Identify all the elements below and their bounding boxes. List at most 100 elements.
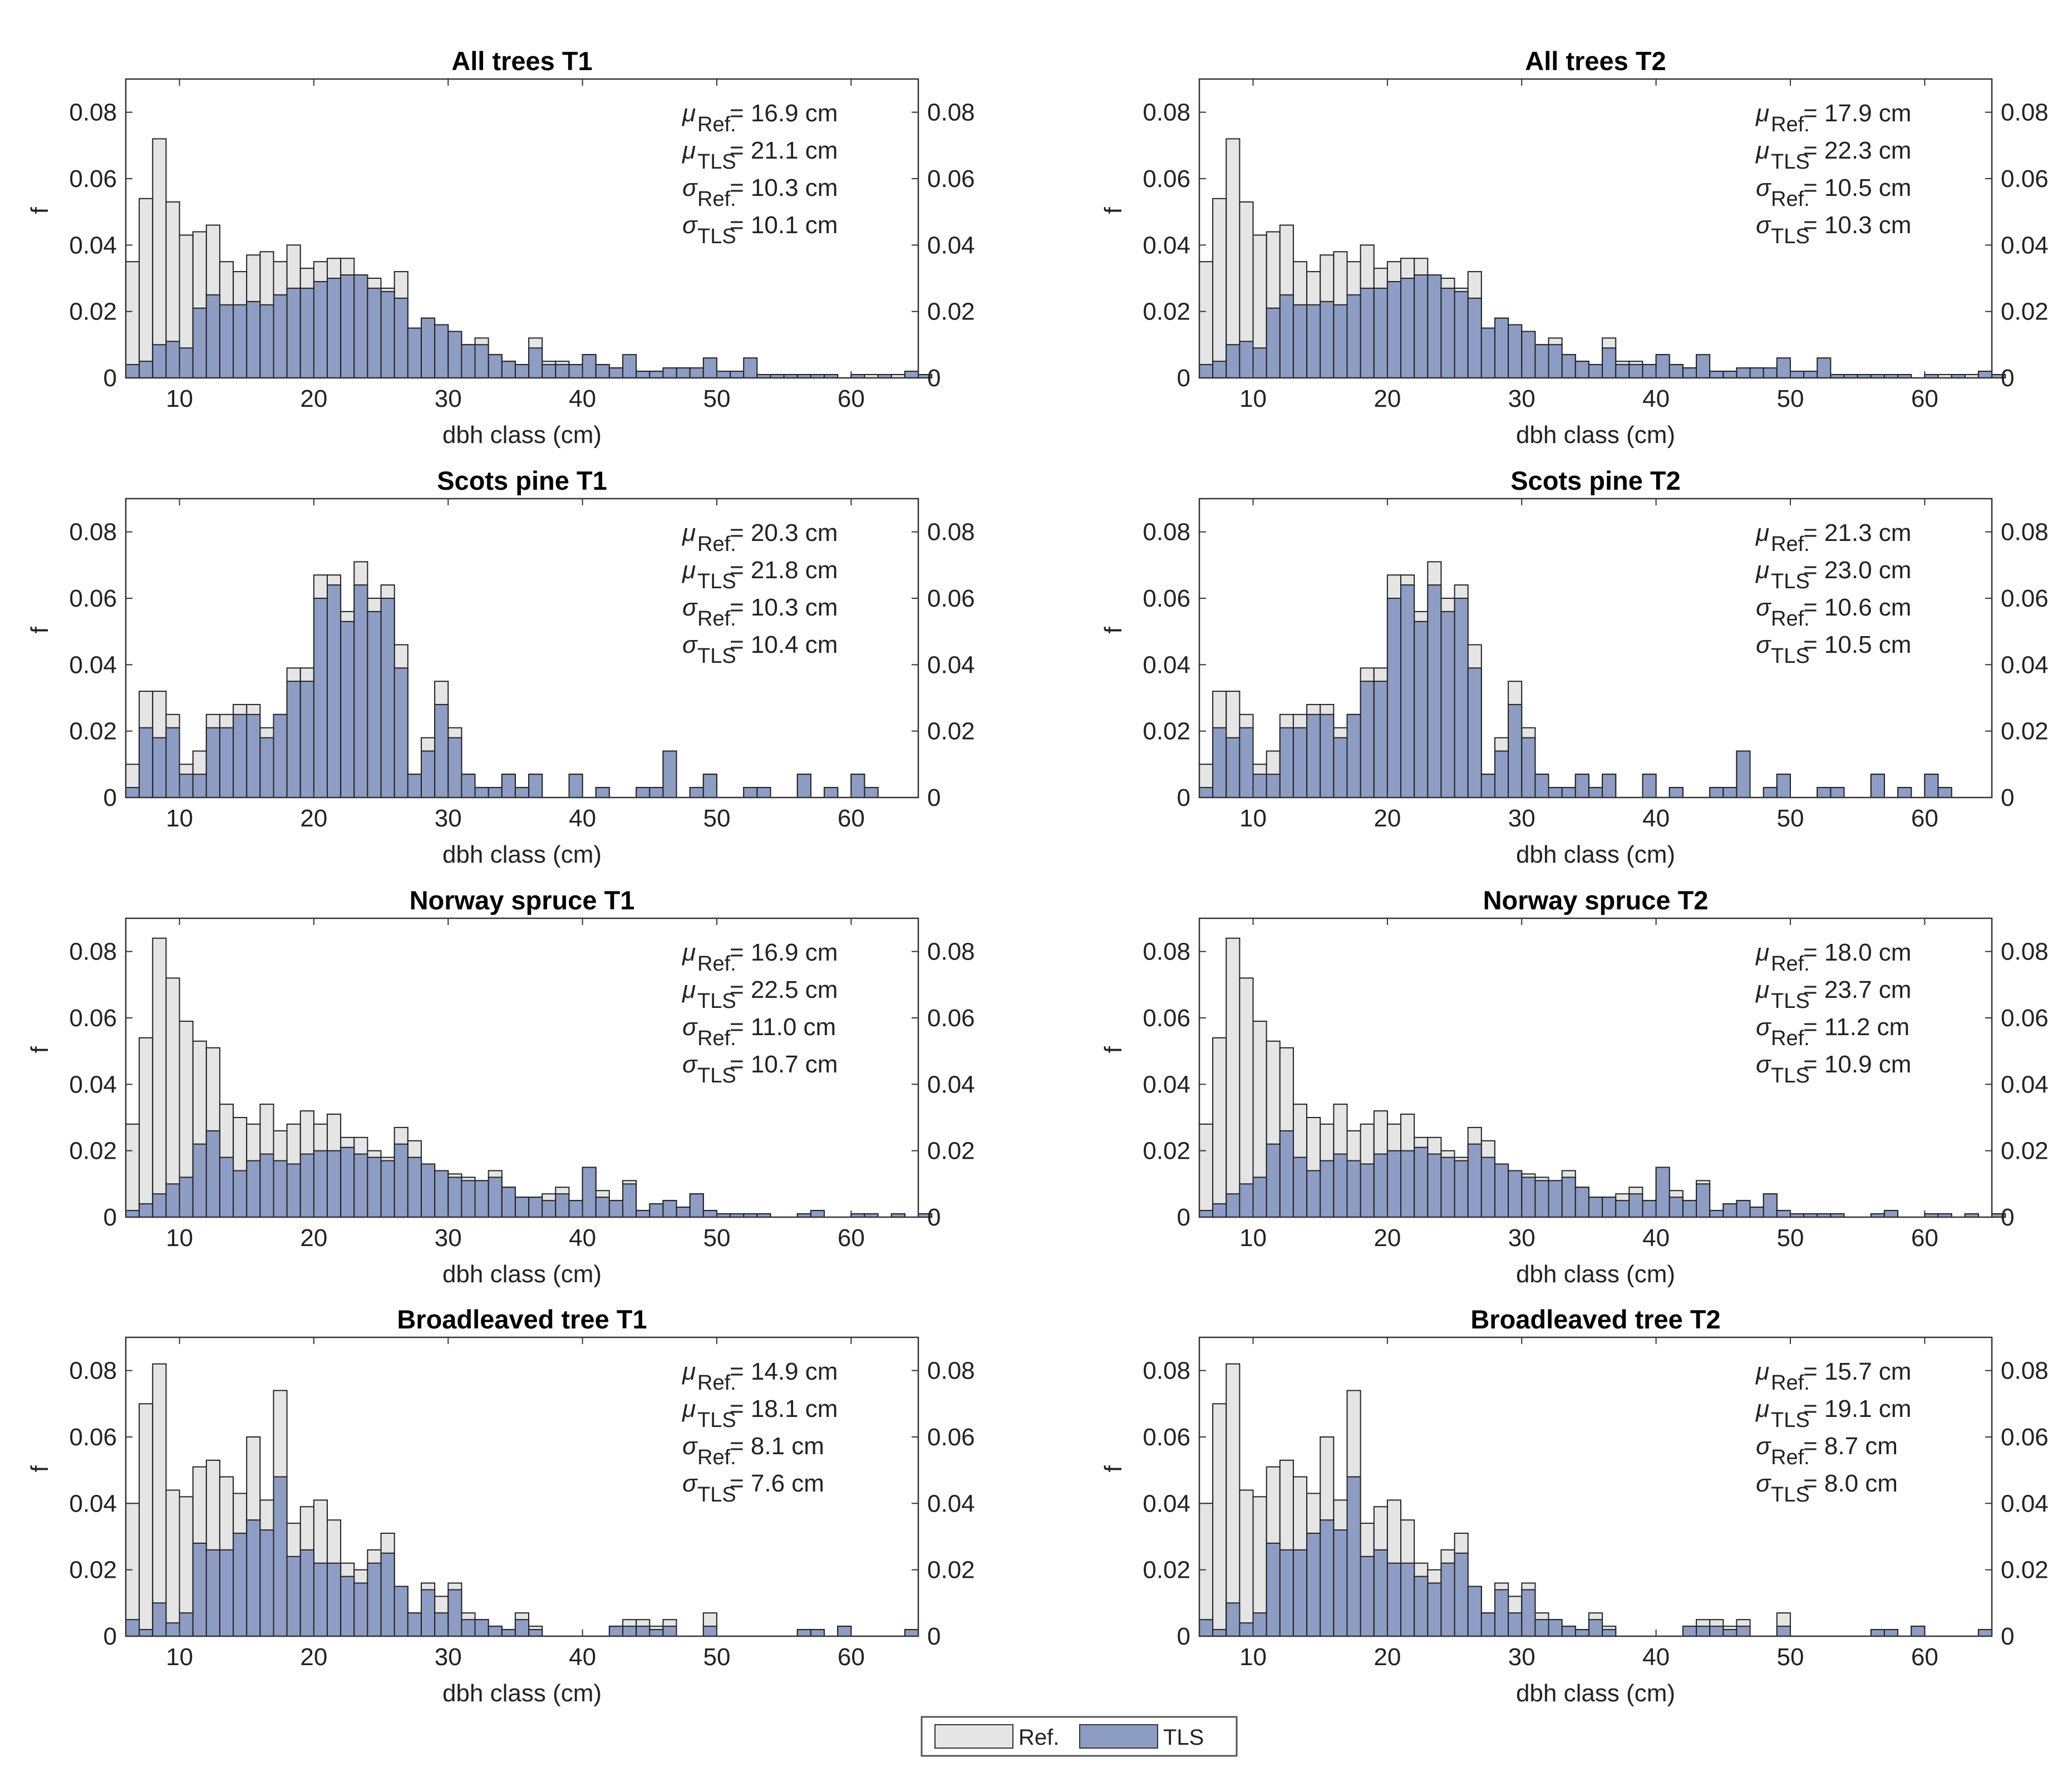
tls-bar	[1239, 1183, 1254, 1218]
stat-subscript: TLS	[697, 1483, 736, 1507]
ref-bar	[139, 1403, 154, 1637]
tls-bar	[1306, 713, 1321, 799]
tls-bar	[608, 367, 624, 378]
tls-bar	[353, 1153, 368, 1218]
stat-subscript: TLS	[697, 570, 736, 593]
x-tick-label: 10	[1239, 385, 1267, 412]
tls-bar	[1722, 371, 1738, 378]
tls-bar	[1561, 787, 1576, 798]
stat-line: σ Ref.= 8.1 cm	[682, 1433, 824, 1469]
stat-symbol: μ	[682, 976, 696, 1003]
tls-bar	[1763, 787, 1778, 798]
x-tick-label: 10	[1239, 1224, 1267, 1252]
tls-bar	[192, 307, 207, 379]
tls-bar	[850, 774, 865, 798]
stat-subscript: Ref.	[697, 533, 736, 556]
tls-bar	[1655, 354, 1670, 379]
y-tick-label-right: 0.02	[2001, 718, 2049, 745]
tls-bar	[608, 1200, 624, 1218]
x-tick-label: 60	[838, 1224, 865, 1252]
tls-bar	[1386, 1150, 1401, 1218]
tls-bar	[1682, 1200, 1697, 1218]
tls-bar	[1226, 1193, 1241, 1218]
ref-bar	[1199, 261, 1214, 379]
tls-bar	[1360, 681, 1375, 798]
y-tick-label-right: 0.04	[927, 232, 975, 259]
tls-bar	[1709, 371, 1724, 378]
tls-bar	[205, 727, 220, 798]
ref-bar	[1212, 198, 1227, 378]
ref-bar	[1239, 977, 1254, 1218]
stat-value: = 10.6 cm	[1803, 594, 1911, 621]
stat-symbol: σ	[1756, 1051, 1771, 1078]
tls-bar	[246, 1519, 261, 1637]
stat-line: σ TLS= 10.3 cm	[1756, 211, 1911, 248]
stat-symbol: μ	[1755, 100, 1769, 127]
tls-bar	[421, 1589, 436, 1637]
tls-bar	[1588, 1619, 1603, 1637]
stat-value: = 11.0 cm	[730, 1013, 836, 1041]
tls-bar	[1736, 1200, 1751, 1218]
tls-bar	[1588, 787, 1603, 798]
stat-line: μ Ref.= 16.9 cm	[682, 100, 838, 136]
tls-bar	[1454, 598, 1469, 798]
x-axis-label: dbh class (cm)	[442, 421, 602, 449]
x-tick-label: 30	[1508, 1224, 1535, 1252]
stat-subscript: Ref.	[697, 1446, 736, 1469]
tls-bar	[1602, 1197, 1617, 1218]
tls-bar	[165, 1183, 180, 1218]
tls-bar	[1977, 1629, 1992, 1637]
tls-bar	[327, 1562, 342, 1637]
tls-bar	[1977, 371, 1992, 378]
stat-subscript: TLS	[1771, 225, 1810, 248]
x-tick-label: 60	[1911, 805, 1938, 832]
y-tick-label: 0.02	[1143, 1557, 1190, 1584]
tls-bar	[1454, 1552, 1469, 1637]
tls-bar	[1467, 297, 1482, 378]
stat-line: μ Ref.= 17.9 cm	[1755, 100, 1911, 136]
tls-bar	[1817, 787, 1832, 798]
tls-bar	[233, 1170, 248, 1218]
stat-subscript: TLS	[1771, 150, 1810, 174]
tls-bar	[179, 1612, 194, 1637]
tls-bar	[595, 1197, 610, 1218]
stat-value: = 22.5 cm	[730, 976, 838, 1003]
tls-bar	[662, 1200, 677, 1218]
stat-value: = 10.1 cm	[730, 211, 838, 239]
tls-bar	[1386, 281, 1401, 378]
legend-tls-swatch	[1079, 1724, 1158, 1749]
tls-bar	[716, 371, 731, 378]
tls-bar	[192, 774, 207, 798]
tls-bar	[367, 287, 382, 379]
ref-bar	[1212, 1403, 1227, 1637]
tls-bar	[1602, 347, 1617, 378]
stat-line: μ TLS= 22.3 cm	[1755, 137, 1911, 174]
tls-bar	[367, 1156, 382, 1218]
tls-bar	[125, 1210, 140, 1218]
x-tick-label: 10	[1239, 805, 1267, 832]
tls-bar	[299, 681, 314, 798]
tls-bar	[1454, 291, 1469, 379]
tls-bar	[1199, 364, 1214, 378]
tls-bar	[1400, 1150, 1415, 1218]
tls-bar	[1615, 364, 1630, 378]
y-tick-label-right: 0.04	[2001, 1071, 2049, 1098]
tls-bar	[636, 371, 651, 378]
tls-bar	[636, 787, 651, 798]
stat-subscript: Ref.	[697, 1371, 736, 1395]
tls-bar	[488, 787, 503, 798]
stat-subscript: TLS	[1771, 570, 1810, 593]
x-tick-label: 20	[300, 1224, 327, 1252]
stat-value: = 21.3 cm	[1803, 519, 1911, 547]
stat-subscript: TLS	[697, 1064, 736, 1087]
tls-bar	[514, 1197, 530, 1218]
x-tick-label: 40	[569, 385, 596, 412]
y-tick-label: 0	[1177, 365, 1190, 392]
tls-bar	[1561, 1177, 1576, 1218]
tls-bar	[1414, 274, 1429, 378]
tls-bar	[233, 304, 248, 379]
tls-bar	[1521, 1589, 1536, 1637]
y-tick-label-right: 0.06	[2001, 1005, 2049, 1032]
tls-bar	[1521, 1177, 1536, 1218]
tls-bar	[1373, 681, 1388, 798]
